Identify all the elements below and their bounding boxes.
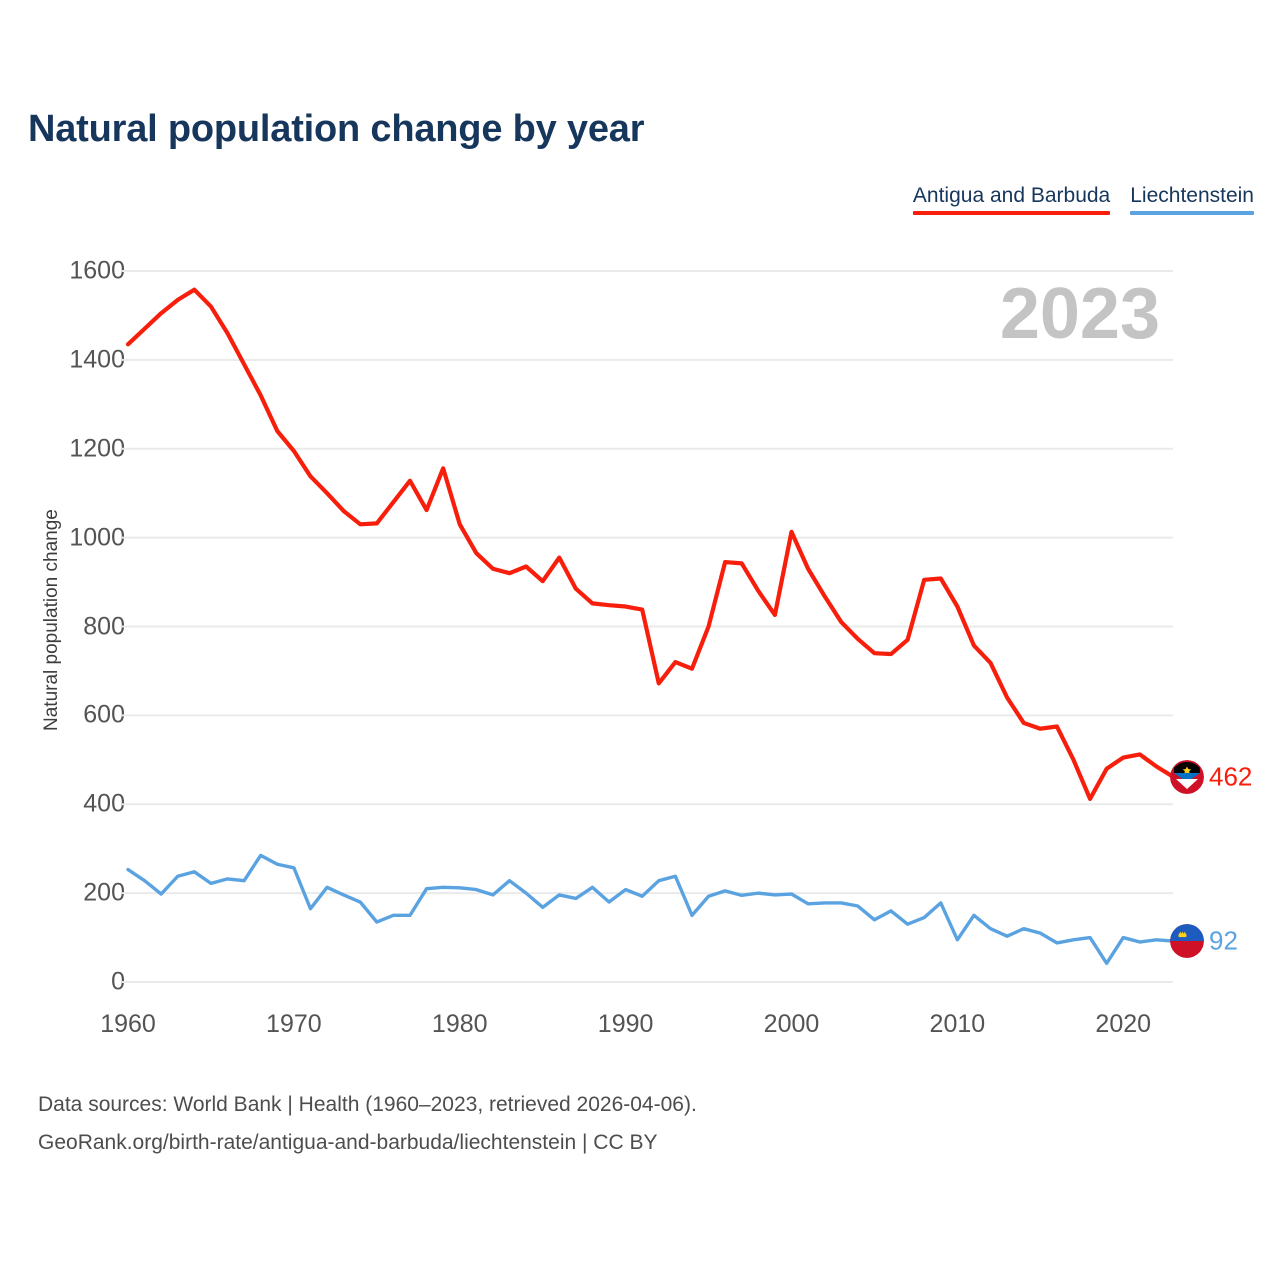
x-axis-tick-label: 2020 [1095, 1010, 1152, 1038]
y-axis-tick-label: 400 [83, 789, 125, 818]
legend-item-antigua-and-barbuda[interactable]: Antigua and Barbuda [912, 183, 1111, 215]
series-line-antigua-and-barbuda [125, 287, 1176, 802]
y-axis-ticks: 0 200 400 600 800 1000 1200 1400 1600 [35, 0, 125, 1280]
year-watermark: 2023 [999, 274, 1160, 354]
gridlines [122, 270, 1173, 983]
x-axis-tick-label: 2010 [929, 1010, 986, 1038]
y-axis-tick-label: 800 [83, 612, 125, 640]
antigua-and-barbuda-flag-icon [1170, 759, 1204, 794]
y-axis-tick-label: 1200 [69, 434, 125, 463]
y-axis-tick-label: 0 [111, 967, 125, 996]
series-line-liechtenstein [126, 853, 1175, 966]
y-axis-tick-label: 200 [83, 878, 125, 907]
x-axis-tick-label: 2000 [763, 1010, 820, 1038]
footer-attribution: GeoRank.org/birth-rate/antigua-and-barbu… [38, 1131, 658, 1154]
x-axis-tick-label: 1970 [266, 1010, 322, 1038]
y-axis-tick-label: 1400 [69, 345, 125, 374]
antigua-end-value: 462 [1209, 761, 1253, 792]
legend: Antigua and Barbuda Liechtenstein [912, 183, 1254, 215]
footer-data-sources: Data sources: World Bank | Health (1960–… [38, 1093, 697, 1116]
y-axis-tick-label: 1000 [69, 523, 125, 552]
x-axis-tick-label: 1960 [100, 1010, 156, 1038]
page-title: Natural population change by year [28, 108, 645, 150]
legend-color-swatch-liechtenstein [1130, 211, 1254, 215]
legend-label-antigua-and-barbuda: Antigua and Barbuda [912, 184, 1111, 207]
series-lines [125, 287, 1176, 966]
legend-label-liechtenstein: Liechtenstein [1130, 184, 1254, 207]
y-axis-tick-label: 1600 [69, 256, 125, 285]
liechtenstein-end-value: 92 [1209, 925, 1238, 956]
x-axis-tick-label: 1980 [431, 1010, 488, 1038]
legend-item-liechtenstein[interactable]: Liechtenstein [1130, 183, 1254, 215]
y-axis-tick-label: 600 [83, 700, 125, 729]
liechtenstein-flag-icon [1170, 924, 1204, 959]
legend-color-swatch-antigua-and-barbuda [912, 211, 1111, 215]
x-axis-tick-label: 1990 [597, 1010, 654, 1038]
footer: Data sources: World Bank | Health (1960–… [38, 1086, 697, 1162]
